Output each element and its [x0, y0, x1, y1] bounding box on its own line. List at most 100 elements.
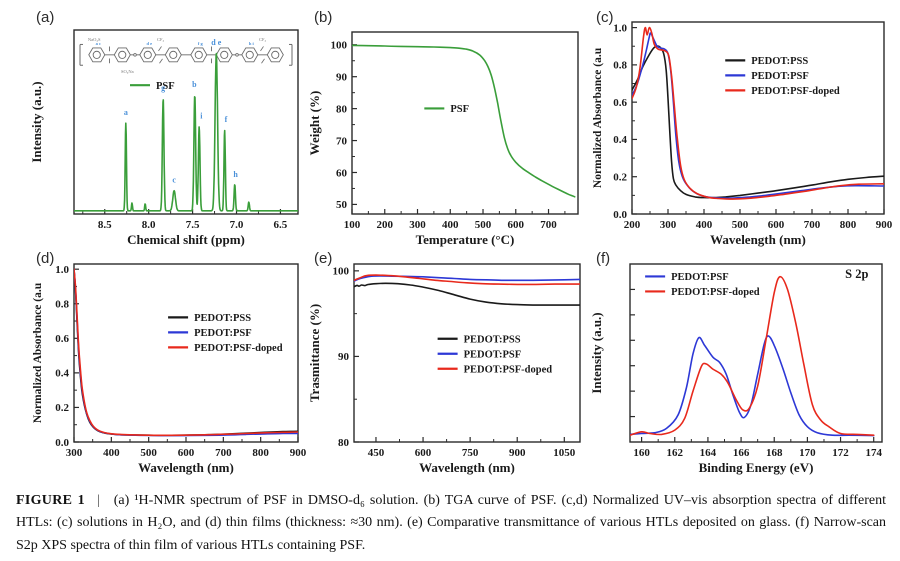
svg-text:0.4: 0.4 — [55, 368, 69, 380]
chart-f-xps-s2p: 160 162 164 166 168 170 172 174 Binding Energy (… — [589, 263, 883, 475]
svg-text:900: 900 — [290, 447, 306, 459]
panel-b: (b) 100 200 300 400 500 600 700 50 60 70 80 90 100 Te… — [306, 6, 588, 252]
svg-text:400: 400 — [442, 219, 459, 231]
series-psf — [74, 52, 298, 212]
legend: PSF — [424, 104, 469, 115]
svg-text:600: 600 — [178, 447, 195, 459]
svg-text:PEDOT:PSS: PEDOT:PSS — [194, 313, 251, 324]
svg-text:400: 400 — [696, 219, 713, 231]
svg-text:100: 100 — [344, 219, 361, 231]
svg-text:100: 100 — [333, 266, 350, 278]
figure-caption-separator: | — [96, 493, 100, 508]
svg-text:PEDOT:PSF: PEDOT:PSF — [751, 71, 809, 82]
svg-text:200: 200 — [377, 219, 394, 231]
legend: PSF — [130, 81, 175, 92]
axes: 450 600 750 900 1050 80 90 100 Wavelength (nm) Tr… — [307, 266, 576, 475]
svg-text:Binding Energy (eV): Binding Energy (eV) — [699, 460, 814, 475]
series-pedot-pss — [354, 282, 580, 306]
axes: 300 400 500 600 700 800 900 0.0 0.2 0.4 0.6 0.8 1.0 W… — [32, 264, 306, 475]
svg-text:100: 100 — [331, 40, 348, 52]
svg-text:a c: a c — [96, 41, 101, 46]
svg-text:Normalized Absorbance (a.u: Normalized Absorbance (a.u — [592, 47, 604, 188]
svg-text:172: 172 — [832, 447, 849, 459]
panel-e-label: (e) — [314, 250, 333, 267]
chart-d-uvvis-film: 300 400 500 600 700 800 900 0.0 0.2 0.4 0.6 0.8 1.0 W… — [32, 263, 306, 475]
svg-text:0.8: 0.8 — [613, 60, 627, 72]
svg-text:0.2: 0.2 — [613, 172, 627, 184]
svg-text:c: c — [172, 175, 176, 184]
panel-d: (d) 300 400 500 600 700 800 900 0.0 0.2 0.4 0.6 0.8… — [28, 250, 306, 484]
svg-text:0.6: 0.6 — [613, 97, 627, 109]
svg-text:500: 500 — [140, 447, 157, 459]
svg-text:h: h — [233, 170, 238, 179]
svg-text:Temperature (°C): Temperature (°C) — [416, 232, 515, 247]
chart-e-transmittance: 450 600 750 900 1050 80 90 100 Wavelength (nm) Tr… — [307, 263, 581, 475]
svg-text:168: 168 — [766, 447, 783, 459]
axes: 100 200 300 400 500 600 700 50 60 70 80 90 100 Temper… — [307, 40, 566, 247]
panel-c-label: (c) — [596, 9, 614, 26]
chart-b-tga-curve: 100 200 300 400 500 600 700 50 60 70 80 90 100 Temper… — [307, 31, 579, 247]
svg-text:900: 900 — [509, 447, 526, 459]
series-pedot-psf — [632, 32, 884, 199]
svg-text:Normalized Absorbance (a.u: Normalized Absorbance (a.u — [32, 282, 44, 423]
svg-text:Wavelength (nm): Wavelength (nm) — [710, 232, 806, 247]
svg-text:1.0: 1.0 — [613, 22, 627, 34]
series-pedot-psf-doped — [354, 274, 580, 286]
svg-text:450: 450 — [368, 447, 385, 459]
svg-text:1.0: 1.0 — [55, 264, 69, 276]
figure-caption-label: FIGURE 1 — [16, 493, 85, 508]
svg-text:8.0: 8.0 — [142, 219, 156, 231]
svg-text:a: a — [124, 108, 128, 117]
svg-text:Intensity (a.u.): Intensity (a.u.) — [29, 81, 44, 162]
svg-text:CF₃: CF₃ — [259, 37, 267, 42]
svg-text:174: 174 — [865, 447, 882, 459]
panel-e: (e) 450 600 750 900 1050 80 90 100 Wavelength (n… — [306, 250, 588, 484]
series-pedot-psf-doped — [74, 268, 298, 437]
svg-text:6.5: 6.5 — [274, 219, 288, 231]
svg-text:160: 160 — [633, 447, 650, 459]
svg-text:0.0: 0.0 — [613, 209, 627, 221]
svg-text:NaO₃S: NaO₃S — [88, 37, 101, 42]
svg-text:0.8: 0.8 — [55, 299, 69, 311]
svg-text:90: 90 — [338, 351, 350, 363]
figure-caption: FIGURE 1 | (a) ¹H-NMR spectrum of PSF in D… — [16, 490, 886, 557]
svg-text:200: 200 — [624, 219, 641, 231]
svg-text:CF₃: CF₃ — [157, 37, 165, 42]
svg-text:800: 800 — [252, 447, 269, 459]
svg-text:900: 900 — [876, 219, 893, 231]
panel-d-label: (d) — [36, 250, 55, 267]
svg-text:Weight (%): Weight (%) — [307, 91, 322, 156]
svg-text:300: 300 — [66, 447, 83, 459]
svg-text:Wavelength (nm): Wavelength (nm) — [419, 460, 515, 475]
chart-a-nmr-spectrum: 8.5 8.0 7.5 7.0 6.5 Chemical shift (ppm) Inten… — [29, 29, 299, 247]
svg-text:PEDOT:PSF: PEDOT:PSF — [671, 272, 729, 283]
svg-text:80: 80 — [336, 103, 348, 115]
svg-text:PEDOT:PSF-doped: PEDOT:PSF-doped — [751, 86, 840, 97]
svg-text:164: 164 — [700, 447, 717, 459]
series-pedot-psf-doped — [632, 26, 884, 200]
svg-text:Trasmittance (%): Trasmittance (%) — [307, 304, 322, 402]
svg-text:f: f — [225, 115, 228, 124]
svg-text:i: i — [200, 111, 203, 120]
panel-a: (a) 8.5 8.0 7.5 7.0 6.5 Chemical shift (ppm) I… — [28, 6, 306, 252]
svg-text:166: 166 — [733, 447, 750, 459]
svg-text:8.5: 8.5 — [98, 219, 112, 231]
svg-text:60: 60 — [336, 167, 348, 179]
svg-text:S 2p: S 2p — [845, 267, 868, 281]
svg-text:1050: 1050 — [553, 447, 576, 459]
svg-text:600: 600 — [768, 219, 785, 231]
axes: 8.5 8.0 7.5 7.0 6.5 Chemical shift (ppm) Inten… — [29, 81, 288, 247]
panel-c: (c) 200 300 400 500 600 700 800 900 0.0 0.2 0.4 0.6… — [588, 6, 894, 252]
svg-text:800: 800 — [840, 219, 857, 231]
svg-text:Chemical shift (ppm): Chemical shift (ppm) — [127, 232, 245, 247]
svg-text:700: 700 — [804, 219, 821, 231]
svg-text:90: 90 — [336, 72, 348, 84]
svg-text:b: b — [192, 80, 197, 89]
svg-text:PEDOT:PSS: PEDOT:PSS — [751, 56, 808, 67]
svg-text:h i: h i — [249, 41, 255, 46]
legend: PEDOT:PSS PEDOT:PSF PEDOT:PSF-doped — [168, 313, 283, 354]
series-pedot-psf-doped — [630, 275, 875, 436]
svg-text:500: 500 — [732, 219, 749, 231]
svg-text:750: 750 — [462, 447, 479, 459]
